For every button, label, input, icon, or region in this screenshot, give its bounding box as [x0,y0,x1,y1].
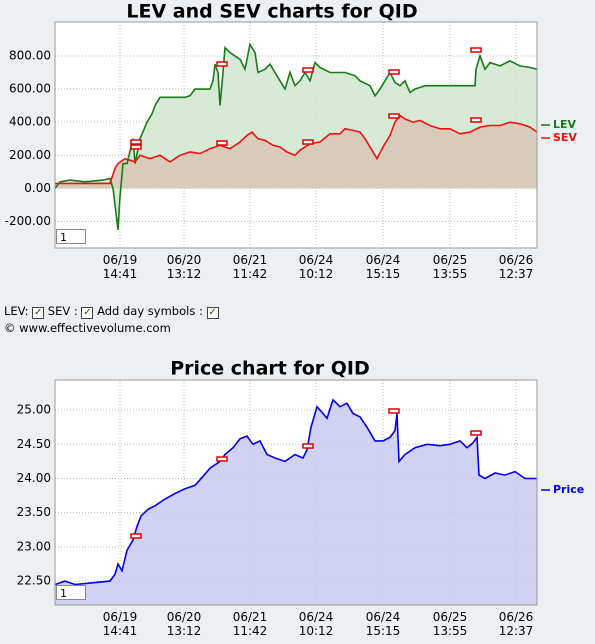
x-tick-label: 06/25 13:55 [432,253,468,281]
controls: LEV: ✓ SEV : ✓ Add day symbols : ✓ [4,304,219,319]
y-tick-label: 23.00 [17,539,51,553]
control-label: LEV: [4,304,29,318]
x-tick-label: 06/20 13:12 [166,610,202,638]
y-tick-label: 25.00 [17,403,51,417]
zoom-input[interactable]: 1 [56,585,86,600]
y-tick-label: 400.00 [9,115,51,129]
y-tick-label: 24.50 [17,437,51,451]
x-tick-label: 06/24 10:12 [298,610,334,638]
line [54,398,537,586]
control-label: Add day symbols : [97,304,203,318]
x-tick-label: 06/20 13:12 [166,253,202,281]
x-tick-label: 06/19 14:41 [102,610,138,638]
zoom-input[interactable]: 1 [56,229,86,244]
y-tick-label: 23.50 [17,505,51,519]
x-tick-label: 06/24 10:12 [298,253,334,281]
x-tick-label: 06/24 15:15 [365,610,401,638]
x-tick-label: 06/19 14:41 [102,253,138,281]
legend-label: Price [553,483,584,496]
day-symbols [130,47,482,539]
area [55,399,537,605]
y-tick-label: 0.00 [24,181,51,195]
plot-frame [54,21,538,249]
footer: © www.effectivevolume.com [4,321,171,335]
x-tick-label: 06/21 11:42 [232,253,268,281]
chart-title: Price chart for QID [170,358,370,380]
y-tick-label: -200.00 [5,214,51,228]
x-tick-label: 06/21 11:42 [232,610,268,638]
legend-label: LEV [553,118,577,131]
chart-title: LEV and SEV charts for QID [126,1,417,23]
x-tick-label: 06/26 12:37 [498,610,534,638]
y-tick-label: 600.00 [9,82,51,96]
x-tick-label: 06/24 15:15 [365,253,401,281]
checkbox[interactable]: ✓ [32,307,45,319]
checkbox[interactable]: ✓ [81,307,94,319]
plot-frame [54,379,538,606]
y-tick-label: 22.50 [17,574,51,588]
control-label: SEV : [47,304,78,318]
line [55,114,538,185]
x-tick-label: 06/25 13:55 [432,610,468,638]
legend-label: SEV [553,131,577,144]
x-tick-label: 06/26 12:37 [498,253,534,281]
y-tick-label: 200.00 [9,148,51,162]
area [55,115,537,189]
y-tick-label: 24.00 [17,471,51,485]
y-tick-label: 800.00 [9,48,51,62]
checkbox[interactable]: ✓ [206,307,219,319]
